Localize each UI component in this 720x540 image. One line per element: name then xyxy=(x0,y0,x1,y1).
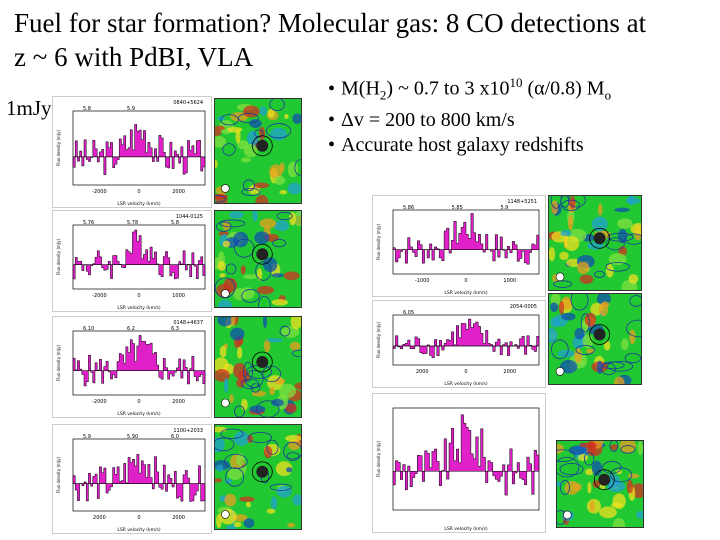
x-tick-label: 2000 xyxy=(172,189,185,195)
line-marker: 5.9 xyxy=(83,434,91,440)
title-line-2: z ~ 6 with PdBI, VLA xyxy=(14,42,254,72)
co-map-7 xyxy=(549,433,650,534)
spectrum-panel-5: Flux density (mJy) LSR velocity (km/s) 114… xyxy=(372,195,546,297)
svg-text:LSR velocity (km/s): LSR velocity (km/s) xyxy=(444,290,488,296)
title-line-1: Fuel for star formation? Molecular gas: … xyxy=(14,8,647,38)
bullet-velocity-width: Δv = 200 to 800 km/s xyxy=(328,108,611,133)
svg-text:LSR velocity (km/s): LSR velocity (km/s) xyxy=(117,201,161,207)
co-map-1 xyxy=(207,97,306,209)
svg-text:Flux density (mJy): Flux density (mJy) xyxy=(56,345,61,382)
x-tick-label: 2000 xyxy=(172,515,185,521)
line-marker: 5.9 xyxy=(500,205,508,211)
spectrum-plot-2: Flux density (mJy) LSR velocity (km/s) 104… xyxy=(56,214,206,311)
spectrum-panel-2: Flux density (mJy) LSR velocity (km/s) 104… xyxy=(52,210,212,312)
line-marker: 5.8 xyxy=(171,220,179,226)
x-tick-label: 1000 xyxy=(172,293,185,299)
svg-text:LSR velocity (km/s): LSR velocity (km/s) xyxy=(444,526,488,532)
co-map-image-6 xyxy=(544,289,652,389)
x-tick-label: -2000 xyxy=(92,399,107,405)
spectrum-panel-7: Flux density (mJy) LSR velocity (km/s) xyxy=(372,393,546,533)
line-marker: 6.0 xyxy=(171,434,179,440)
svg-text:LSR velocity (km/s): LSR velocity (km/s) xyxy=(117,527,161,533)
line-marker: 6.3 xyxy=(171,326,179,332)
spectrum-panel-1: Flux density (mJy) LSR velocity (km/s) 084… xyxy=(52,96,212,208)
svg-text:Flux density (mJy): Flux density (mJy) xyxy=(376,441,381,478)
spectrum-plot-7: Flux density (mJy) LSR velocity (km/s) xyxy=(376,407,540,532)
source-id: 2054-0005 xyxy=(510,304,537,310)
x-tick-label: 0 xyxy=(137,293,140,299)
co-map-image-3 xyxy=(213,310,308,418)
spectrum-plot-6: Flux density (mJy) LSR velocity (km/s) 205… xyxy=(376,304,540,387)
source-id: 1148+5251 xyxy=(507,199,537,205)
spectrum-panel-4: Flux density (mJy) LSR velocity (km/s) 110… xyxy=(52,424,212,534)
co-map-image-4 xyxy=(209,425,303,530)
source-id: 0148+4637 xyxy=(173,320,203,326)
line-marker: 5.76 xyxy=(83,220,94,226)
line-marker: 6.2 xyxy=(127,326,135,332)
line-marker: 6.05 xyxy=(403,310,414,316)
co-map-4 xyxy=(209,424,303,530)
x-tick-label: 0 xyxy=(464,369,467,375)
spectrum-plot-3: Flux density (mJy) LSR velocity (km/s) 014… xyxy=(56,320,206,417)
source-id: 1044-0125 xyxy=(176,214,203,220)
source-id: 0840+5624 xyxy=(173,100,203,106)
svg-text:Flux density (mJy): Flux density (mJy) xyxy=(56,239,61,276)
co-map-6 xyxy=(544,289,652,389)
line-marker: 5.8 xyxy=(83,106,91,112)
x-tick-label: -2000 xyxy=(92,189,107,195)
x-tick-label: 2000 xyxy=(416,369,429,375)
svg-text:Flux density (mJy): Flux density (mJy) xyxy=(56,130,61,167)
x-tick-label: 0 xyxy=(464,278,467,284)
spectrum-panel-6: Flux density (mJy) LSR velocity (km/s) 205… xyxy=(372,300,546,388)
x-tick-label: 1000 xyxy=(503,278,516,284)
x-tick-label: 0 xyxy=(137,189,140,195)
spectrum-plot-4: Flux density (mJy) LSR velocity (km/s) 110… xyxy=(56,428,206,533)
svg-text:Flux density (mJy): Flux density (mJy) xyxy=(376,322,381,359)
svg-text:LSR velocity (km/s): LSR velocity (km/s) xyxy=(444,381,488,387)
x-tick-label: 0 xyxy=(137,515,140,521)
line-marker: 5.85 xyxy=(452,205,463,211)
line-marker: 6.10 xyxy=(83,326,94,332)
bullet-gas-mass: M(H2) ~ 0.7 to 3 x1010 (α/0.8) Mo xyxy=(328,70,611,108)
co-map-2 xyxy=(209,206,307,316)
co-map-5 xyxy=(547,189,647,295)
x-tick-label: 0 xyxy=(137,399,140,405)
svg-text:LSR velocity (km/s): LSR velocity (km/s) xyxy=(117,305,161,311)
co-map-3 xyxy=(213,310,308,418)
svg-text:LSR velocity (km/s): LSR velocity (km/s) xyxy=(117,411,161,417)
flux-scale-label: 1mJy xyxy=(6,96,52,120)
spectrum-plot-1: Flux density (mJy) LSR velocity (km/s) 084… xyxy=(56,100,206,207)
co-map-image-2 xyxy=(209,206,307,316)
co-map-image-5 xyxy=(547,189,647,295)
slide-title: Fuel for star formation? Molecular gas: … xyxy=(14,6,714,74)
source-id: 1100+2033 xyxy=(173,428,203,434)
x-tick-label: 2000 xyxy=(172,399,185,405)
svg-text:Flux density (mJy): Flux density (mJy) xyxy=(56,457,61,494)
line-marker: 5.90 xyxy=(127,434,138,440)
co-map-image-1 xyxy=(207,97,306,209)
svg-text:Flux density (mJy): Flux density (mJy) xyxy=(376,224,381,261)
co-map-image-7 xyxy=(549,433,650,534)
x-tick-label: -1000 xyxy=(415,278,430,284)
line-marker: 5.86 xyxy=(403,205,414,211)
line-marker: 5.9 xyxy=(127,106,135,112)
x-tick-label: -2000 xyxy=(92,293,107,299)
line-marker: 5.78 xyxy=(127,220,138,226)
bullet-list: M(H2) ~ 0.7 to 3 x1010 (α/0.8) Mo Δv = 2… xyxy=(328,70,611,158)
spectrum-plot-5: Flux density (mJy) LSR velocity (km/s) 114… xyxy=(376,199,540,296)
spectrum-panel-3: Flux density (mJy) LSR velocity (km/s) 014… xyxy=(52,316,212,418)
x-tick-label: 2000 xyxy=(503,369,516,375)
x-tick-label: 2000 xyxy=(93,515,106,521)
bullet-redshifts: Accurate host galaxy redshifts xyxy=(328,133,611,158)
